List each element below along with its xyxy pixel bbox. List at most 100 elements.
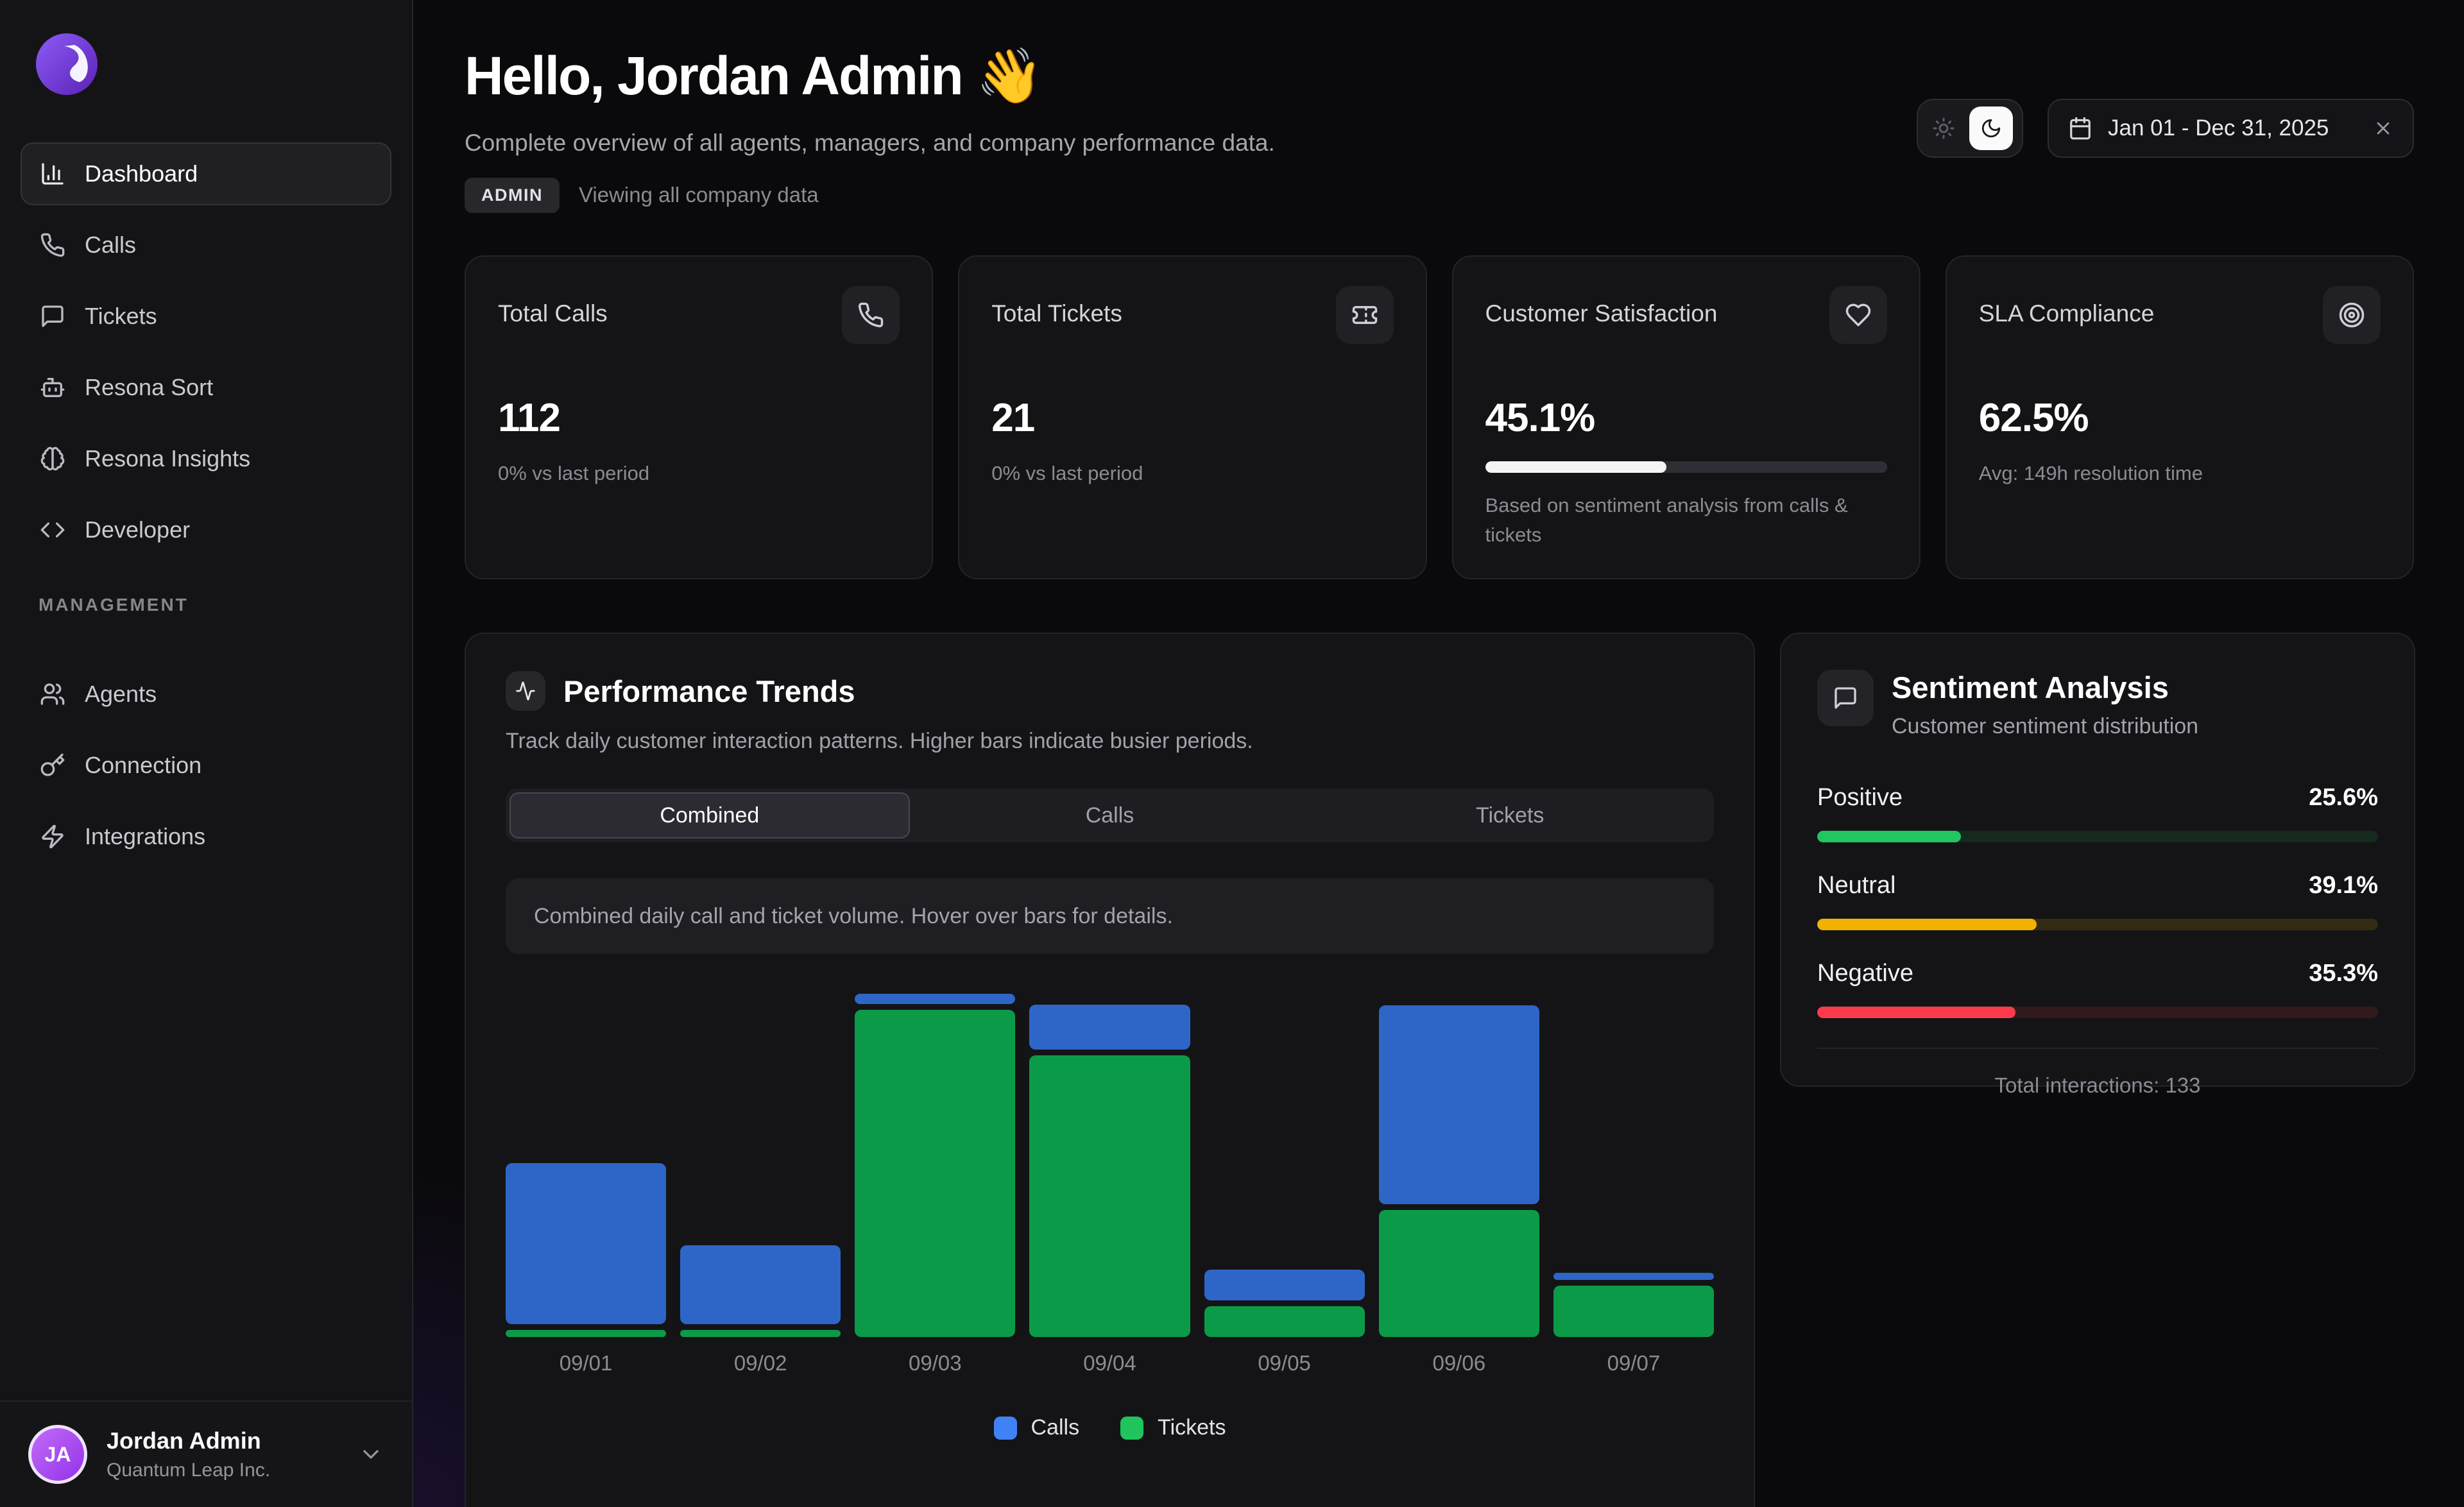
tab-tickets[interactable]: Tickets [1310,792,1710,839]
x-axis-label: 09/04 [1029,1351,1190,1375]
sentiment-row-negative: Negative 35.3% [1817,960,2378,1018]
tickets-bar-segment[interactable] [1553,1286,1714,1337]
sidebar-item-label: Tickets [85,303,157,330]
sun-icon [1932,117,1955,140]
code-icon [40,517,65,543]
clear-date-icon[interactable] [2373,118,2393,139]
chevron-down-icon[interactable] [358,1442,384,1467]
date-range-picker[interactable]: Jan 01 - Dec 31, 2025 [2048,99,2414,158]
sidebar-item-resona-sort[interactable]: Resona Sort [21,356,391,419]
stacked-bar-chart: 09/01 09/02 09/03 09/04 09/05 09/06 09/0… [506,994,1714,1440]
sidebar: Dashboard Calls Tickets Resona Sort Reso… [0,0,413,1507]
stat-card-customer-satisfaction: Customer Satisfaction 45.1%Based on sent… [1452,255,1921,579]
user-company: Quantum Leap Inc. [107,1460,270,1481]
calls-bar-segment[interactable] [680,1245,841,1324]
sentiment-label: Positive [1817,784,1903,812]
chart-column-icon [40,161,65,187]
theme-toggle[interactable] [1917,99,2023,158]
stat-card-total-tickets: Total Tickets 210% vs last period [958,255,1426,579]
tab-calls[interactable]: Calls [910,792,1310,839]
sentiment-title: Sentiment Analysis [1892,670,2198,705]
tab-combined[interactable]: Combined [509,792,910,839]
bar-group-09/02[interactable]: 09/02 [680,994,841,1375]
legend-swatch [1120,1417,1143,1440]
sentiment-row-positive: Positive 25.6% [1817,784,2378,842]
stat-card-total-calls: Total Calls 1120% vs last period [465,255,933,579]
sidebar-item-agents[interactable]: Agents [21,663,391,726]
sidebar-item-resona-insights[interactable]: Resona Insights [21,427,391,490]
sentiment-bar [1817,1007,2378,1018]
sidebar-item-developer[interactable]: Developer [21,498,391,561]
calls-bar-segment[interactable] [1204,1270,1365,1300]
stat-caption: Avg: 149h resolution time [1979,459,2351,488]
sidebar-item-label: Calls [85,232,136,259]
ticket-icon [1336,286,1394,344]
stat-title: SLA Compliance [1979,300,2155,327]
target-icon [2323,286,2381,344]
sidebar-management-nav: Agents Connection Integrations [0,663,412,868]
x-axis-label: 09/06 [1379,1351,1539,1375]
sidebar-item-calls[interactable]: Calls [21,214,391,277]
stat-value: 21 [991,395,1393,441]
tickets-bar-segment[interactable] [855,1010,1015,1337]
sidebar-item-label: Resona Sort [85,374,213,401]
x-axis-label: 09/07 [1553,1351,1714,1375]
tickets-bar-segment[interactable] [1204,1306,1365,1337]
sidebar-nav: Dashboard Calls Tickets Resona Sort Reso… [0,142,412,561]
sidebar-item-label: Dashboard [85,160,198,187]
tickets-bar-segment[interactable] [1029,1055,1190,1337]
brain-icon [40,446,65,472]
stat-title: Total Calls [498,300,608,327]
bar-group-09/05[interactable]: 09/05 [1204,994,1365,1375]
page-title: Hello, Jordan Admin 👋 [465,44,2414,108]
sidebar-item-tickets[interactable]: Tickets [21,285,391,348]
bar-group-09/07[interactable]: 09/07 [1553,994,1714,1375]
calls-bar-segment[interactable] [1379,1005,1539,1204]
sentiment-percent: 39.1% [2309,872,2378,899]
bar-group-09/04[interactable]: 09/04 [1029,994,1190,1375]
sidebar-item-dashboard[interactable]: Dashboard [21,142,391,205]
tickets-bar-segment[interactable] [506,1330,666,1337]
heart-icon [1829,286,1887,344]
main-content: Hello, Jordan Admin 👋 Complete overview … [415,0,2464,1507]
calls-bar-segment[interactable] [1029,1005,1190,1050]
theme-toggle-knob [1969,106,2013,150]
bar-group-09/01[interactable]: 09/01 [506,994,666,1375]
performance-trends-card: Performance Trends Track daily customer … [465,633,1755,1507]
role-badge: ADMIN [465,178,560,213]
calls-bar-segment[interactable] [855,994,1015,1004]
calls-bar-segment[interactable] [506,1163,666,1324]
user-name: Jordan Admin [107,1427,270,1454]
x-axis-label: 09/05 [1204,1351,1365,1375]
chart-info-note: Combined daily call and ticket volume. H… [506,878,1714,954]
phone-icon [40,232,65,258]
bar-group-09/03[interactable]: 09/03 [855,994,1015,1375]
user-menu[interactable]: JA Jordan Admin Quantum Leap Inc. [0,1401,412,1507]
bar-group-09/06[interactable]: 09/06 [1379,994,1539,1375]
sentiment-row-neutral: Neutral 39.1% [1817,872,2378,930]
date-range-value: Jan 01 - Dec 31, 2025 [2108,115,2329,141]
sentiment-label: Neutral [1817,872,1896,899]
stat-value: 112 [498,395,900,441]
legend-label: Tickets [1158,1415,1226,1440]
divider [1817,1048,2378,1049]
x-axis-label: 09/02 [680,1351,841,1375]
chart-legend: Calls Tickets [506,1415,1714,1440]
tickets-bar-segment[interactable] [680,1330,841,1337]
stat-value: 45.1% [1485,395,1887,441]
calls-bar-segment[interactable] [1553,1273,1714,1280]
legend-item-tickets: Tickets [1120,1415,1226,1440]
sidebar-item-connection[interactable]: Connection [21,734,391,797]
stat-caption: Based on sentiment analysis from calls &… [1485,491,1858,550]
app-logo[interactable] [36,33,98,95]
phone-icon [842,286,900,344]
message-square-icon [1817,670,1874,726]
moon-icon [1980,117,2002,139]
tickets-bar-segment[interactable] [1379,1210,1539,1337]
sentiment-bar [1817,919,2378,930]
sidebar-section-label: MANAGEMENT [38,595,412,615]
key-icon [40,753,65,778]
x-axis-label: 09/01 [506,1351,666,1375]
sidebar-item-integrations[interactable]: Integrations [21,805,391,868]
legend-swatch [994,1417,1017,1440]
